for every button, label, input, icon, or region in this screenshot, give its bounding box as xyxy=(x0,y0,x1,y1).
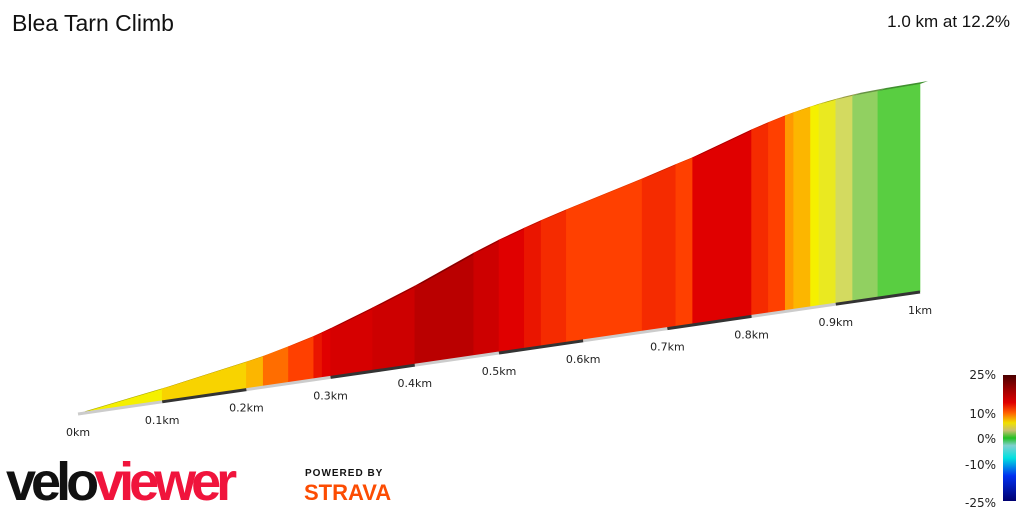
segment-top-surface xyxy=(818,96,844,105)
powered-by-label: POWERED BY xyxy=(305,468,384,479)
x-tick-label: 0.7km xyxy=(650,341,685,354)
gradient-segment xyxy=(523,220,542,350)
x-tick-label: 0.2km xyxy=(229,402,264,415)
gradient-segment xyxy=(810,103,820,309)
x-tick-label: 1km xyxy=(908,304,932,317)
gradient-segment xyxy=(751,122,769,317)
gradient-segment xyxy=(246,355,264,390)
gradient-segment xyxy=(692,129,752,326)
segment-top-surface xyxy=(288,333,322,347)
distance-axis-band xyxy=(246,375,331,392)
segment-top-surface xyxy=(877,81,928,92)
x-tick-label: 0.8km xyxy=(734,328,769,341)
gradient-segment xyxy=(498,227,525,354)
gradient-segment xyxy=(818,99,837,307)
legend-label: 25% xyxy=(969,368,996,382)
segment-top-surface xyxy=(372,283,423,308)
distance-axis-band xyxy=(414,351,500,367)
gradient-segment xyxy=(262,346,289,388)
gradient-segment xyxy=(877,83,921,299)
x-tick-label: 0.6km xyxy=(566,353,601,366)
segment-top-surface xyxy=(566,175,651,210)
segment-top-surface xyxy=(499,225,533,240)
gradient-segment xyxy=(768,115,786,315)
segment-top-surface xyxy=(162,359,255,389)
x-tick-label: 0km xyxy=(66,426,90,439)
veloviewer-logo: veloviewer xyxy=(6,452,237,512)
distance-axis-band xyxy=(330,363,416,379)
gradient-segment xyxy=(321,328,331,379)
gradient-segment xyxy=(473,239,500,358)
gradient-segment xyxy=(372,285,416,372)
gradient-segment xyxy=(288,335,315,384)
climb-summary: 1.0 km at 12.2% xyxy=(887,12,1010,31)
gradient-segment xyxy=(793,106,811,311)
page-title: Blea Tarn Climb xyxy=(12,10,174,36)
distance-axis-band xyxy=(161,388,247,404)
segment-top-surface xyxy=(541,206,575,221)
x-tick-label: 0.3km xyxy=(313,389,348,402)
distance-axis-band xyxy=(77,400,163,416)
distance-axis-band xyxy=(667,314,752,331)
distance-axis-band xyxy=(835,290,921,306)
gradient-segment xyxy=(835,95,853,305)
segment-top-surface xyxy=(835,92,861,100)
gradient-color-scale xyxy=(1003,375,1016,501)
segment-top-surface xyxy=(852,88,886,96)
gradient-segment xyxy=(313,332,323,381)
gradient-segment xyxy=(784,112,795,312)
segment-top-surface xyxy=(78,385,171,414)
segment-top-surface xyxy=(473,236,507,254)
legend-label: 0% xyxy=(976,432,996,446)
segment-top-surface xyxy=(263,343,297,357)
segment-top-surface xyxy=(692,126,760,158)
gradient-segment xyxy=(540,209,567,348)
segment-top-surface xyxy=(414,250,482,287)
x-tick-label: 0.9km xyxy=(819,316,854,329)
distance-axis-band xyxy=(751,302,837,318)
legend-label: 10% xyxy=(969,407,996,421)
x-tick-label: 0.4km xyxy=(398,377,433,390)
x-tick-label: 0.5km xyxy=(482,365,517,378)
x-tick-label: 0.1km xyxy=(145,414,180,427)
distance-axis-band xyxy=(498,339,584,355)
gradient-segment xyxy=(566,178,643,344)
distance-axis-band xyxy=(582,327,668,343)
gradient-segment xyxy=(852,90,879,303)
gradient-segment xyxy=(675,157,693,328)
gradient-segment xyxy=(641,163,677,333)
segment-top-surface xyxy=(642,161,684,179)
legend-label: -25% xyxy=(964,496,996,510)
legend-label: -10% xyxy=(964,458,996,472)
strava-logo: STRAVA xyxy=(304,480,392,505)
segment-top-surface xyxy=(330,304,381,329)
